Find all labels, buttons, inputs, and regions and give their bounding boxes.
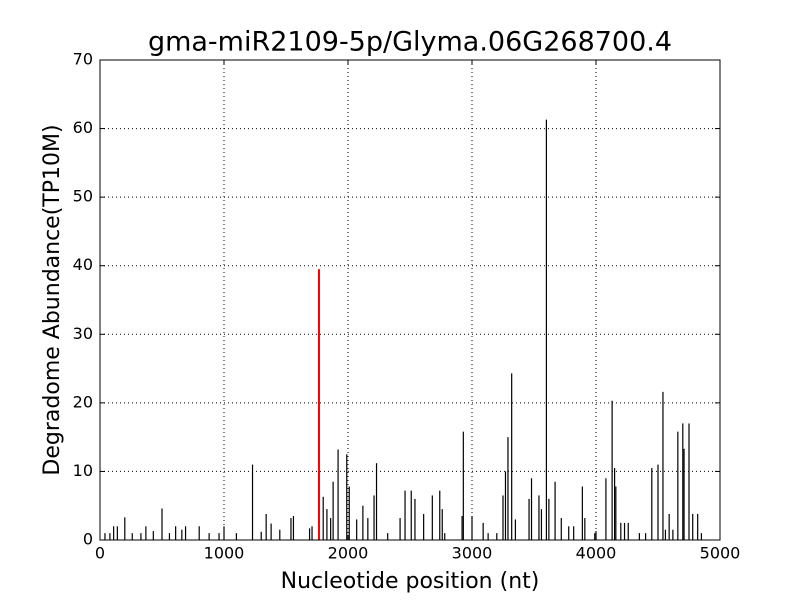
y-tick-label: 50 [73,187,93,206]
plot-frame [99,59,721,541]
y-tick-label: 0 [83,530,93,549]
x-tick-label: 3000 [452,544,493,563]
y-tick-label: 60 [73,118,93,137]
x-tick-label: 0 [95,544,105,563]
x-tick-label: 2000 [328,544,369,563]
y-tick-label: 40 [73,255,93,274]
chart-title: gma-miR2109-5p/Glyma.06G268700.4 [148,27,672,58]
x-tick-label: 1000 [204,544,245,563]
x-axis-label: Nucleotide position (nt) [281,569,540,594]
y-tick-label: 70 [73,50,93,69]
y-tick-label: 10 [73,461,93,480]
y-tick-label: 30 [73,324,93,343]
x-tick-label: 4000 [576,544,617,563]
y-axis-label: Degradome Abundance(TP10M) [40,124,65,475]
x-tick-label: 5000 [700,544,741,563]
y-tick-label: 20 [73,392,93,411]
